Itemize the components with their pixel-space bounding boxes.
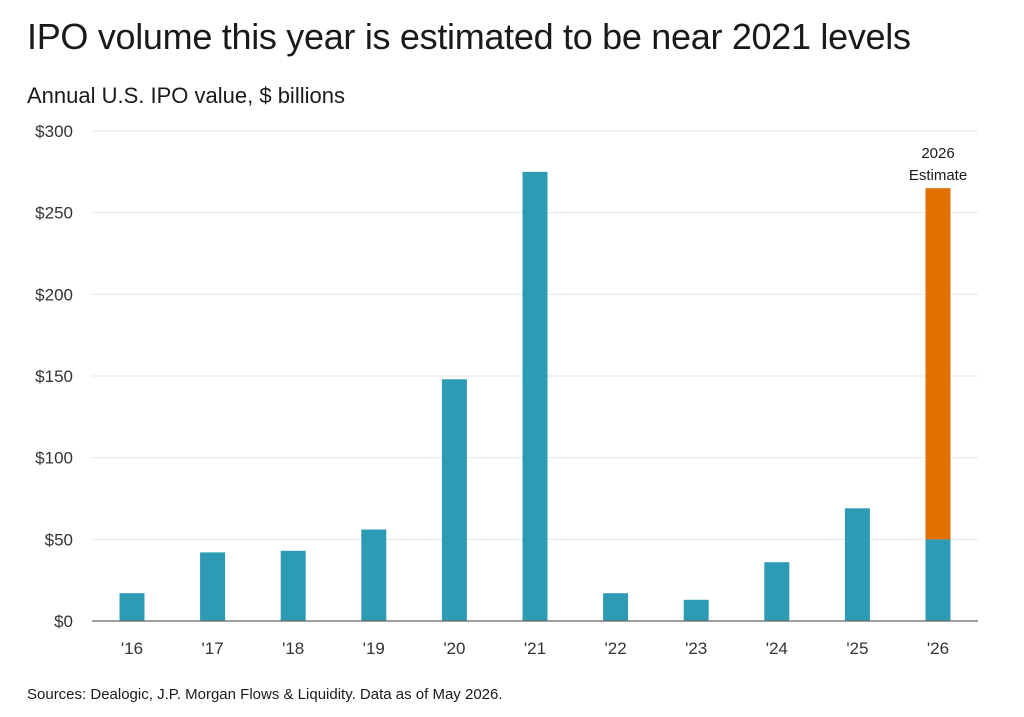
x-tick-label: '25 bbox=[846, 639, 868, 658]
bars bbox=[119, 171, 951, 622]
bar-actual bbox=[200, 552, 226, 621]
bar-actual bbox=[522, 171, 548, 622]
bar-actual bbox=[844, 508, 870, 621]
x-tick-label: '22 bbox=[605, 639, 627, 658]
y-tick-label: $0 bbox=[54, 612, 73, 631]
annotation-label: 2026 bbox=[921, 145, 954, 162]
x-tick-label: '24 bbox=[766, 639, 788, 658]
bar-actual bbox=[603, 593, 629, 621]
y-tick-label: $50 bbox=[45, 530, 73, 549]
bar-actual bbox=[925, 539, 951, 621]
x-tick-label: '21 bbox=[524, 639, 546, 658]
chart-title: IPO volume this year is estimated to be … bbox=[27, 16, 911, 57]
x-axis-ticks: '16 '17 '18 '19 '20 '21 '22 '23 '24 '25 '26 bbox=[121, 639, 949, 658]
bar-actual bbox=[683, 599, 709, 621]
source-note: Sources: Dealogic, J.P. Morgan Flows & L… bbox=[27, 686, 503, 703]
chart-subtitle: Annual U.S. IPO value, $ billions bbox=[27, 83, 345, 108]
y-axis-ticks: $0 $50 $100 $150 $200 $250 $300 bbox=[35, 122, 73, 631]
bar-actual bbox=[764, 562, 790, 621]
annotation-label: Estimate bbox=[909, 167, 967, 184]
x-tick-label: '23 bbox=[685, 639, 707, 658]
y-tick-label: $100 bbox=[35, 449, 73, 468]
x-tick-label: '20 bbox=[443, 639, 465, 658]
y-tick-label: $250 bbox=[35, 204, 73, 223]
x-tick-label: '18 bbox=[282, 639, 304, 658]
bar-actual bbox=[441, 379, 467, 621]
y-tick-label: $300 bbox=[35, 122, 73, 141]
x-tick-label: '26 bbox=[927, 639, 949, 658]
y-tick-label: $150 bbox=[35, 367, 73, 386]
x-tick-label: '19 bbox=[363, 639, 385, 658]
x-tick-label: '17 bbox=[202, 639, 224, 658]
bar-actual bbox=[119, 593, 145, 621]
bar-actual bbox=[280, 550, 306, 621]
x-tick-label: '16 bbox=[121, 639, 143, 658]
annotations: 2026 Estimate bbox=[909, 145, 967, 184]
bar-estimate bbox=[925, 188, 951, 540]
bar-actual bbox=[361, 529, 387, 621]
y-tick-label: $200 bbox=[35, 285, 73, 304]
